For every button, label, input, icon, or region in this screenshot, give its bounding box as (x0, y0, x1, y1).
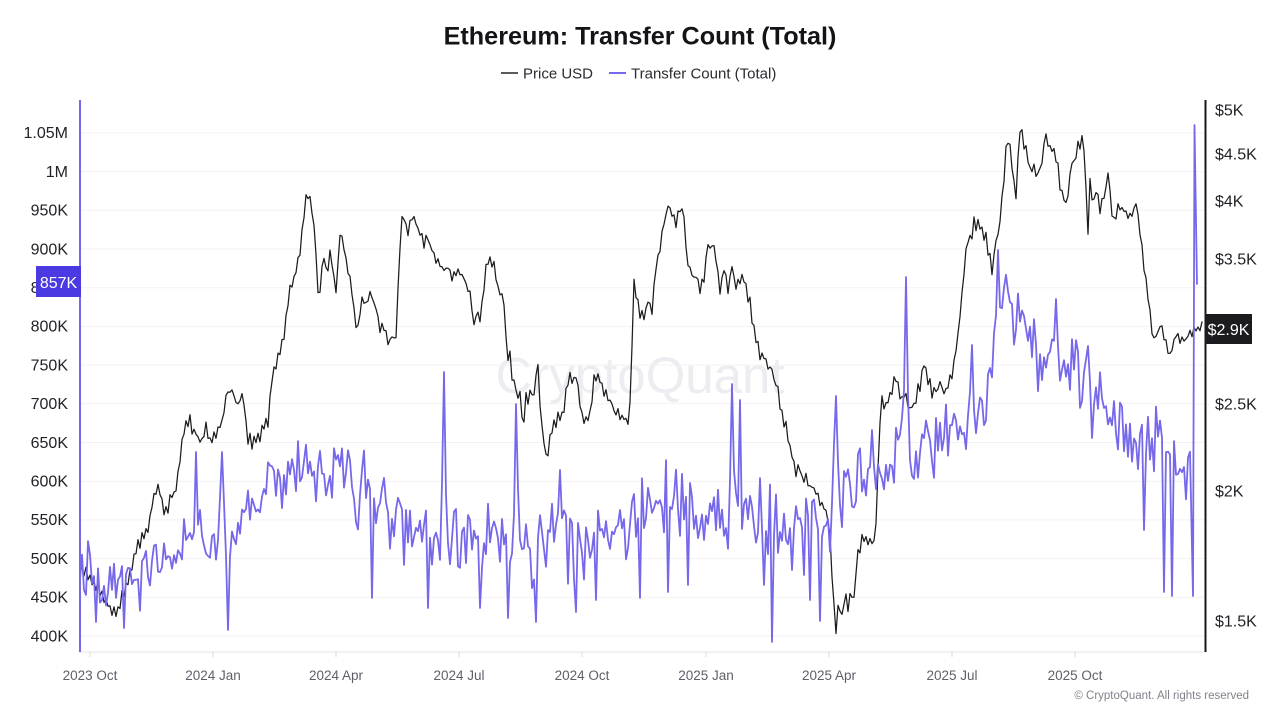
svg-text:450K: 450K (31, 590, 69, 607)
svg-text:© CryptoQuant. All rights rese: © CryptoQuant. All rights reserved (1074, 690, 1249, 702)
svg-text:2024 Apr: 2024 Apr (309, 668, 364, 683)
svg-text:857K: 857K (40, 275, 78, 292)
svg-text:2023 Oct: 2023 Oct (63, 668, 118, 683)
svg-text:400K: 400K (31, 628, 69, 645)
svg-text:$4.5K: $4.5K (1215, 147, 1257, 164)
svg-text:$2.9K: $2.9K (1208, 322, 1250, 339)
svg-text:2024 Jan: 2024 Jan (185, 668, 241, 683)
svg-text:2024 Jul: 2024 Jul (433, 668, 484, 683)
svg-text:500K: 500K (31, 551, 69, 568)
svg-text:1.05M: 1.05M (24, 125, 68, 142)
svg-text:750K: 750K (31, 357, 69, 374)
svg-text:2024 Oct: 2024 Oct (555, 668, 610, 683)
svg-text:Price USD: Price USD (523, 66, 593, 83)
svg-text:550K: 550K (31, 512, 69, 529)
svg-text:$2K: $2K (1215, 484, 1244, 501)
svg-text:800K: 800K (31, 319, 69, 336)
svg-text:2025 Oct: 2025 Oct (1048, 668, 1103, 683)
svg-text:2025 Jan: 2025 Jan (678, 668, 734, 683)
svg-text:650K: 650K (31, 435, 69, 452)
svg-text:$3.5K: $3.5K (1215, 252, 1257, 269)
svg-text:900K: 900K (31, 241, 69, 258)
svg-text:$4K: $4K (1215, 194, 1244, 211)
svg-text:600K: 600K (31, 474, 69, 491)
svg-text:$5K: $5K (1215, 103, 1244, 120)
svg-text:1M: 1M (46, 164, 68, 181)
svg-text:2025 Apr: 2025 Apr (802, 668, 857, 683)
svg-text:Ethereum: Transfer Count (Tota: Ethereum: Transfer Count (Total) (444, 23, 837, 51)
svg-text:$1.5K: $1.5K (1215, 614, 1257, 631)
svg-text:CryptoQuant: CryptoQuant (495, 347, 784, 404)
svg-text:2025 Jul: 2025 Jul (926, 668, 977, 683)
svg-text:700K: 700K (31, 396, 69, 413)
svg-text:950K: 950K (31, 203, 69, 220)
svg-text:$2.5K: $2.5K (1215, 397, 1257, 414)
svg-text:Transfer Count (Total): Transfer Count (Total) (631, 66, 776, 83)
